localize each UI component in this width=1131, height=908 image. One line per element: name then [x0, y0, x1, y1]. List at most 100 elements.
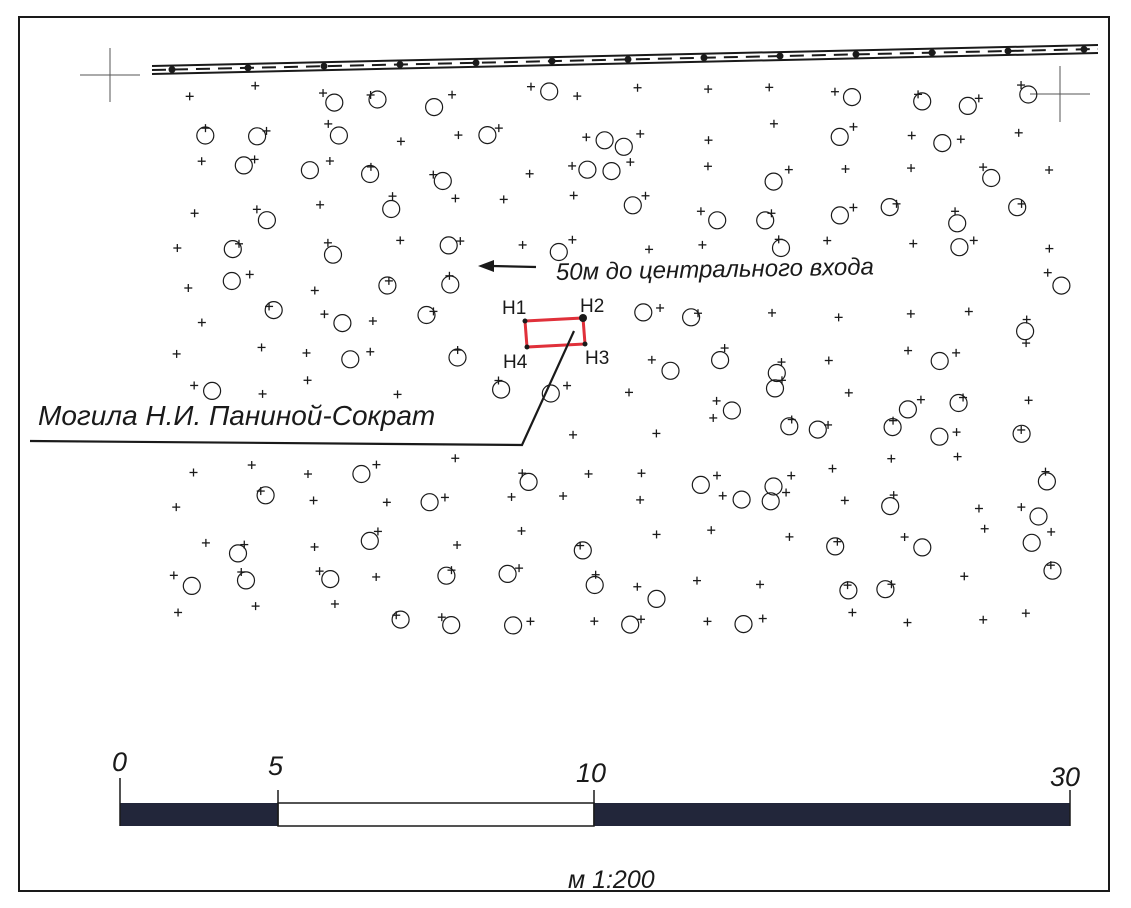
cross-marker-icon: [892, 199, 901, 208]
cross-marker-icon: [782, 488, 791, 497]
tree-circle-icon: [950, 238, 969, 257]
tree-circle-icon: [647, 589, 666, 609]
cross-marker-icon: [652, 530, 661, 539]
tree-circle-icon: [634, 303, 653, 322]
tree-circle-icon: [222, 271, 241, 291]
tree-circle-icon: [614, 137, 633, 156]
cross-marker-icon: [201, 124, 210, 133]
tree-circle-icon: [236, 571, 256, 590]
cross-marker-icon: [257, 343, 266, 352]
cross-marker-icon: [969, 236, 978, 245]
tree-circle-icon: [1008, 198, 1027, 217]
cross-marker-icon: [887, 454, 896, 463]
tree-circle-icon: [930, 427, 949, 446]
cross-marker-icon: [568, 235, 577, 244]
tree-circle-icon: [541, 384, 560, 403]
tree-circle-icon: [257, 211, 276, 230]
cross-marker-icon: [320, 310, 329, 319]
cross-marker-icon: [1017, 503, 1026, 512]
tree-circle-icon: [425, 97, 444, 117]
cross-marker-icon: [704, 85, 713, 94]
cross-marker-icon: [429, 170, 438, 179]
fence-post: [244, 64, 252, 72]
cross-marker-icon: [451, 454, 460, 463]
cross-marker-icon: [201, 538, 210, 547]
cross-marker-icon: [368, 316, 377, 325]
cross-marker-icon: [1014, 128, 1023, 137]
cross-marker-icon: [582, 133, 591, 142]
tree-circle-icon: [933, 134, 952, 153]
tree-circle-icon: [826, 537, 845, 556]
cross-marker-icon: [1022, 315, 1031, 324]
scale-tick-10: 10: [576, 758, 606, 788]
cross-marker-icon: [758, 614, 767, 623]
cross-marker-icon: [903, 618, 912, 627]
cross-marker-icon: [302, 348, 311, 357]
tree-circle-icon: [234, 156, 253, 175]
tree-circle-icon: [391, 610, 410, 629]
cross-marker-icon: [1047, 527, 1056, 536]
cross-marker-icon: [569, 191, 578, 200]
tree-circle-icon: [519, 472, 538, 491]
cross-marker-icon: [645, 245, 654, 254]
tree-circle-icon: [433, 171, 452, 191]
map-frame: [18, 16, 1110, 892]
tree-circle-icon: [1019, 85, 1038, 104]
cross-marker-icon: [756, 580, 765, 589]
cross-marker-icon: [951, 207, 960, 216]
cross-marker-icon: [517, 526, 526, 535]
tree-circle-icon: [602, 162, 621, 181]
scale-bar: 0 5 10 30 м 1:200: [112, 747, 1080, 894]
cross-marker-icon: [712, 396, 721, 405]
tree-circle-icon: [382, 199, 401, 219]
cross-marker-icon: [849, 203, 858, 212]
tree-circle-icon: [223, 240, 242, 259]
tree-circles: [182, 82, 1071, 635]
point-label-n4: Н4: [503, 352, 528, 373]
cross-marker-icon: [974, 94, 983, 103]
registration-cross-left: [80, 48, 140, 102]
cross-marker-icon: [372, 572, 381, 581]
tree-circle-icon: [839, 581, 858, 600]
cross-marker-icon: [636, 615, 645, 624]
cross-marker-icon: [382, 498, 391, 507]
cross-marker-icon: [245, 270, 254, 279]
cross-marker-icon: [1022, 339, 1031, 348]
cross-marker-icon: [652, 429, 661, 438]
tree-circle-icon: [321, 569, 340, 589]
tree-circle-icon: [710, 351, 730, 370]
tree-circle-icon: [661, 361, 680, 380]
cross-marker-icon: [692, 576, 701, 585]
cross-marker-icon: [765, 83, 774, 92]
cross-marker-icon: [641, 191, 650, 200]
cross-marker-icon: [316, 200, 325, 209]
tree-circle-icon: [913, 538, 932, 557]
cross-marker-icon: [172, 349, 181, 358]
cross-marker-icon: [900, 533, 909, 542]
fence-post: [320, 62, 328, 70]
cross-marker-icon: [169, 571, 178, 580]
cross-marker-icon: [584, 469, 593, 478]
cross-marker-icon: [190, 209, 199, 218]
tree-circle-icon: [503, 616, 523, 635]
cross-marker-icon: [515, 564, 524, 573]
tree-circle-icon: [595, 131, 614, 150]
tree-circle-icon: [722, 401, 742, 420]
tree-circle-icon: [341, 350, 360, 369]
cross-marker-icon: [656, 303, 665, 312]
cross-marker-icon: [258, 389, 267, 398]
cross-marker-icon: [590, 617, 599, 626]
cross-marker-icon: [252, 205, 261, 214]
fence-post: [928, 49, 936, 57]
cross-marker-icon: [324, 119, 333, 128]
cross-marker-icon: [451, 194, 460, 203]
cross-marker-icon: [952, 428, 961, 437]
cross-marker-icon: [197, 157, 206, 166]
cross-marker-icon: [525, 169, 534, 178]
cross-marker-icon: [830, 87, 839, 96]
tree-circle-icon: [982, 168, 1001, 188]
fence-post: [396, 60, 404, 68]
cross-marker-icon: [172, 503, 181, 512]
tree-circle-icon: [764, 477, 783, 496]
grave-label: Могила Н.И. Паниной-Сократ: [38, 400, 435, 431]
